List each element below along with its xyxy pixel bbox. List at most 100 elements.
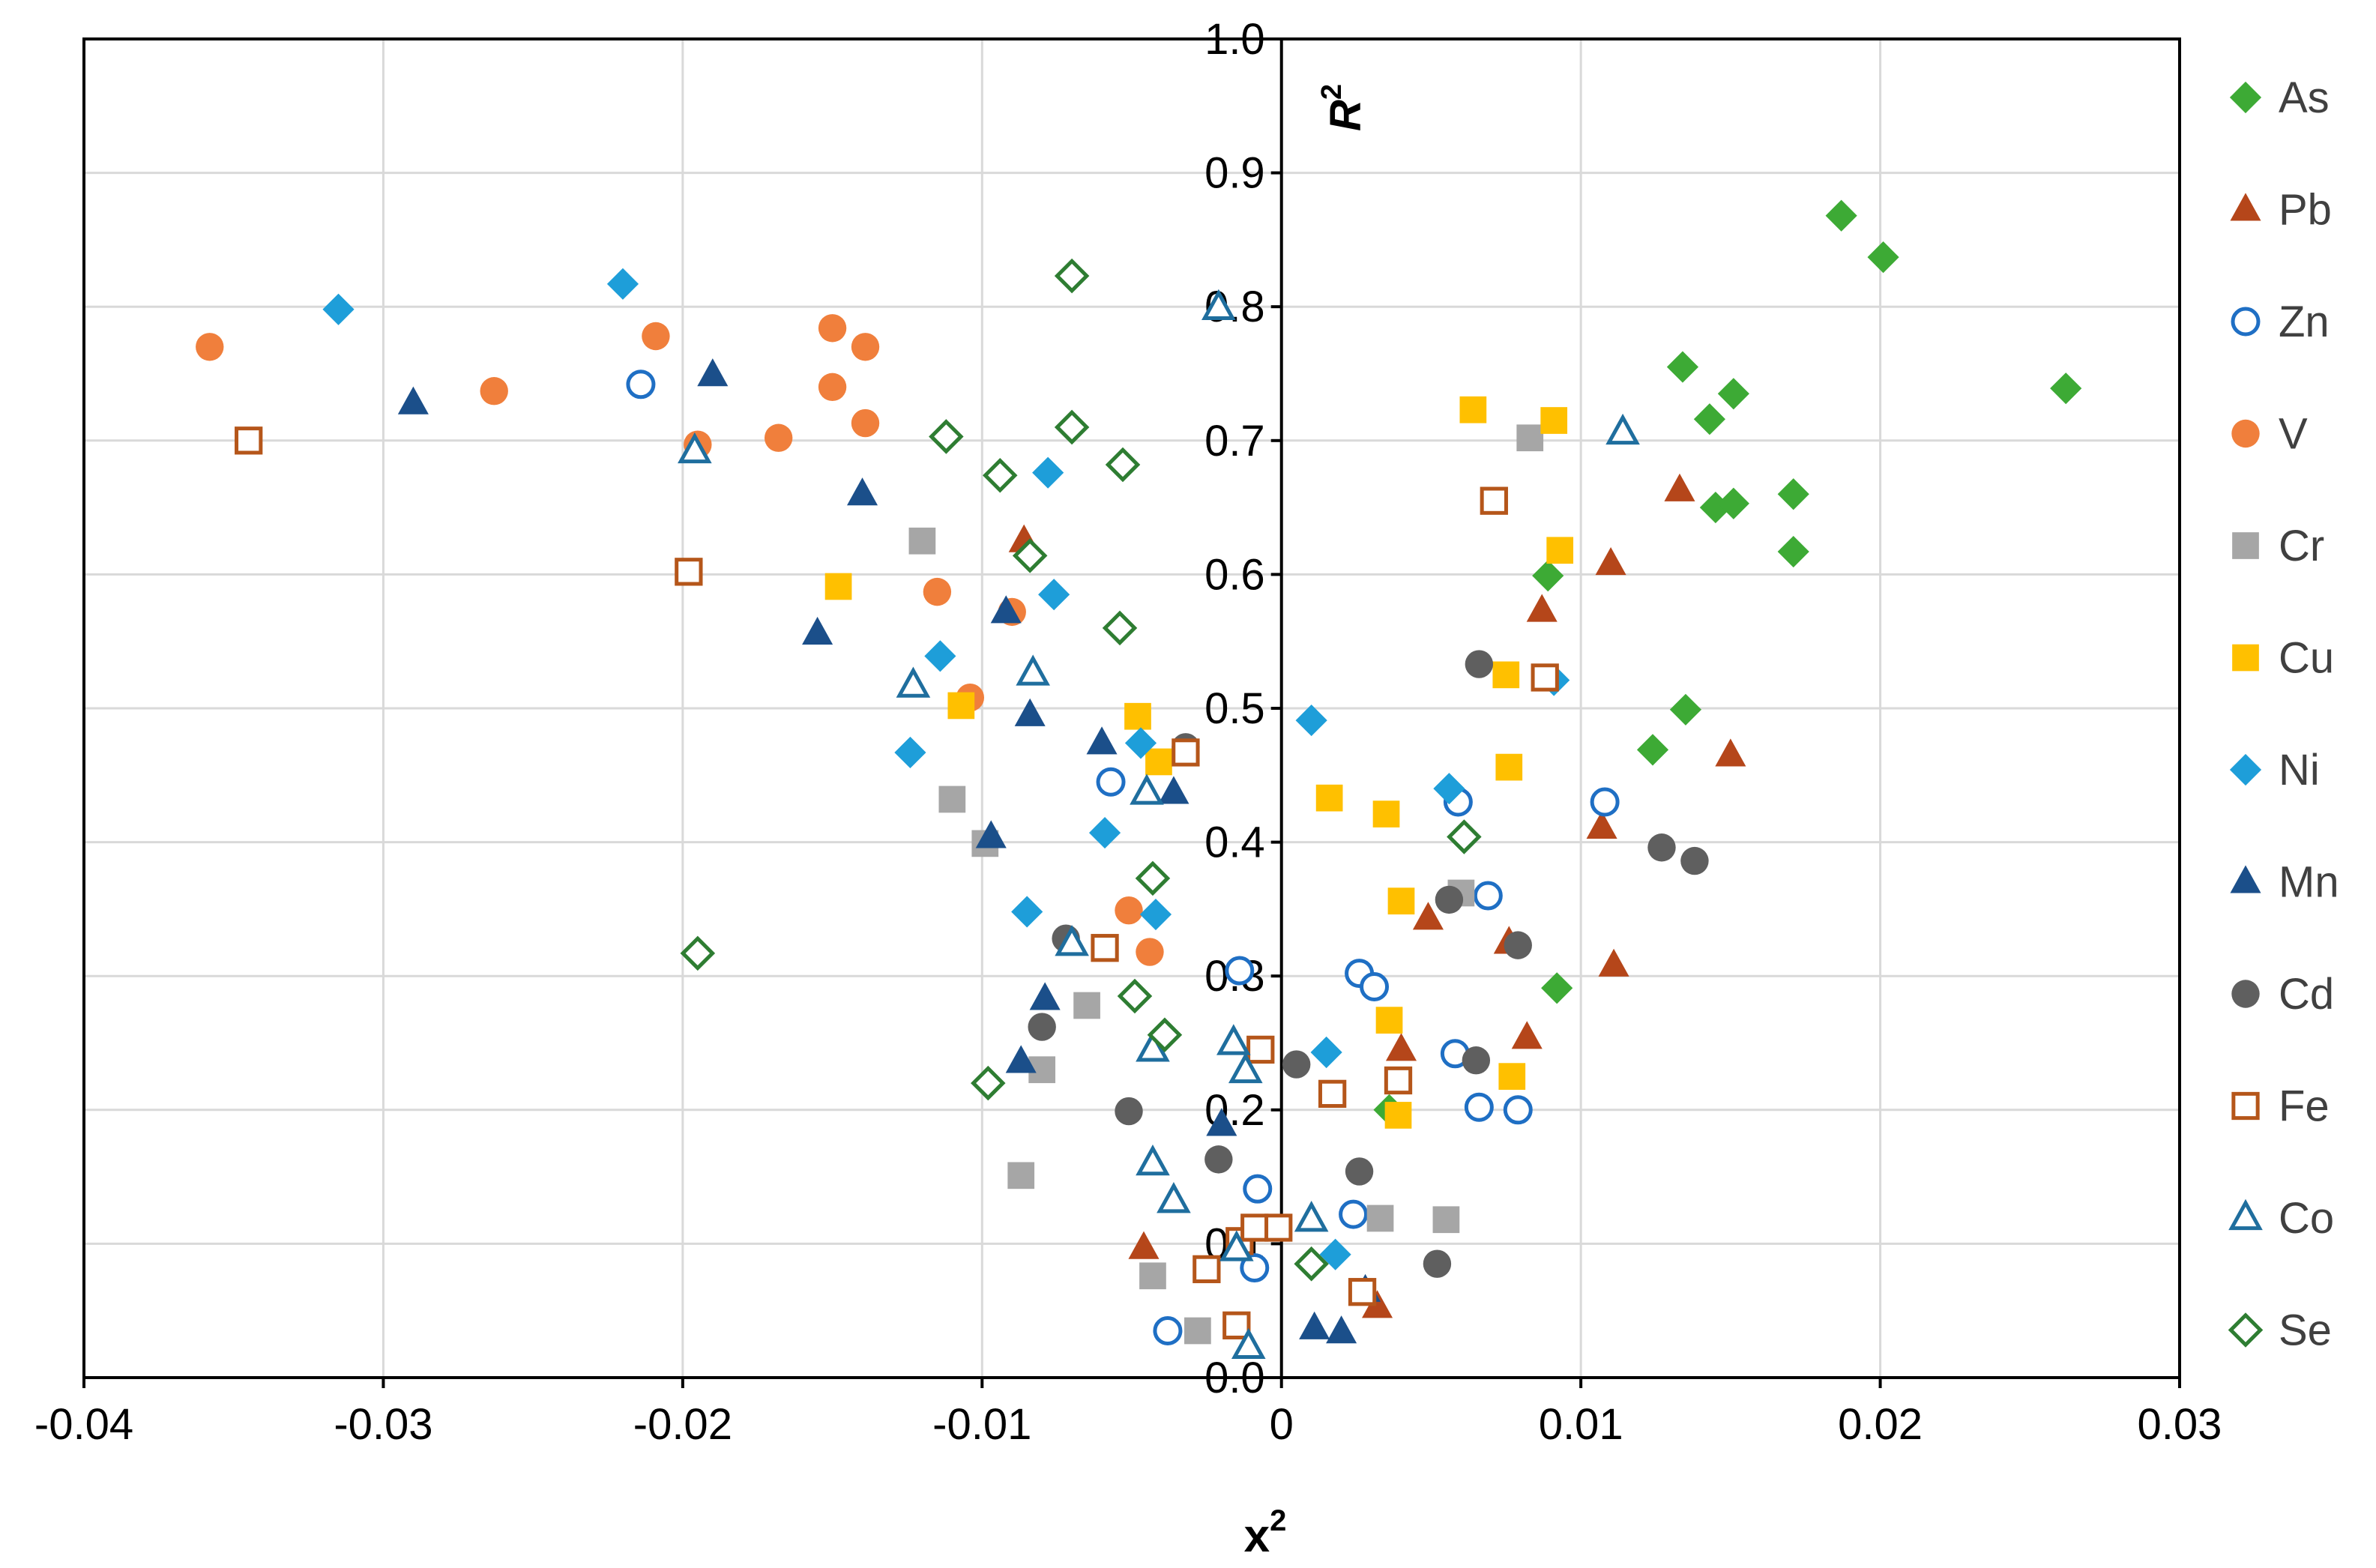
data-point-pb xyxy=(1595,546,1626,576)
legend-marker-fe xyxy=(2231,1091,2260,1121)
legend-label-cu: Cu xyxy=(2279,634,2334,683)
data-point-v xyxy=(818,314,847,343)
data-point-cd xyxy=(1028,1013,1056,1041)
series-ni xyxy=(322,268,1570,1270)
data-point-cr xyxy=(1007,1162,1035,1189)
data-point-as xyxy=(1777,535,1809,568)
legend-label-co: Co xyxy=(2279,1194,2334,1243)
data-point-co xyxy=(1016,654,1050,686)
x-tick-label: 0.01 xyxy=(1539,1400,1623,1449)
data-point-as xyxy=(2050,373,2082,405)
legend-item-pb: Pb xyxy=(2230,186,2332,235)
data-point-cd xyxy=(1204,1145,1233,1174)
data-point-as xyxy=(1717,378,1749,410)
legend-marker-cd xyxy=(2231,980,2260,1008)
data-point-fe xyxy=(1264,1213,1293,1242)
data-point-fe xyxy=(235,426,263,455)
data-point-v xyxy=(851,333,880,361)
data-point-as xyxy=(1825,199,1857,232)
data-point-cd xyxy=(1345,1157,1374,1186)
data-point-pb xyxy=(1598,948,1629,977)
legend-marker-as xyxy=(2229,81,2262,114)
legend-marker-v xyxy=(2231,419,2260,448)
data-point-zn xyxy=(1243,1174,1273,1204)
data-point-se xyxy=(1054,409,1090,445)
data-point-cu xyxy=(1384,1102,1412,1129)
data-point-as xyxy=(1666,351,1699,383)
axes xyxy=(82,37,2181,1388)
data-point-cu xyxy=(1315,784,1343,812)
data-point-cd xyxy=(1462,1046,1491,1075)
data-point-se xyxy=(1102,610,1138,646)
x-tick-label: -0.03 xyxy=(334,1400,432,1449)
data-point-cu xyxy=(1124,702,1151,730)
data-point-fe xyxy=(1222,1311,1251,1339)
data-point-se xyxy=(1294,1246,1329,1282)
data-point-mn xyxy=(975,820,1007,848)
data-point-cr xyxy=(1516,424,1544,452)
data-point-co xyxy=(1136,1145,1170,1176)
legend-marker-cu xyxy=(2232,644,2259,672)
legend-item-mn: Mn xyxy=(2230,858,2339,907)
data-point-co xyxy=(1157,1182,1191,1213)
data-point-ni xyxy=(894,736,926,769)
data-point-zn xyxy=(1360,971,1390,1001)
data-point-cd xyxy=(1423,1249,1452,1278)
data-point-as xyxy=(1717,487,1749,519)
x-axis-title-superscript: 2 xyxy=(1270,1504,1286,1537)
data-point-cu xyxy=(1546,537,1574,564)
data-point-ni xyxy=(1038,579,1070,611)
data-point-v xyxy=(1115,896,1143,925)
y-tick-label: 0.4 xyxy=(1204,818,1265,867)
data-point-fe xyxy=(1384,1066,1413,1095)
legend-label-se: Se xyxy=(2279,1306,2332,1355)
data-point-cr xyxy=(1073,992,1100,1019)
data-point-pb xyxy=(1511,1021,1543,1049)
legend-label-fe: Fe xyxy=(2279,1082,2330,1131)
legend-item-zn: Zn xyxy=(2231,298,2330,346)
data-point-se xyxy=(1135,860,1171,896)
legend-label-ni: Ni xyxy=(2279,746,2320,794)
data-point-cr xyxy=(1139,1262,1166,1290)
data-point-as xyxy=(1669,693,1702,726)
series-as xyxy=(1373,199,2082,1126)
data-point-cu xyxy=(1145,748,1172,776)
data-point-zn xyxy=(1464,1092,1494,1122)
data-point-cd xyxy=(1282,1050,1311,1079)
legend-marker-ni xyxy=(2229,753,2262,786)
data-point-mn xyxy=(1086,726,1118,755)
data-point-mn xyxy=(1326,1315,1357,1344)
data-point-ni xyxy=(1088,817,1121,849)
data-point-mn xyxy=(1158,776,1189,804)
legend-item-co: Co xyxy=(2228,1194,2334,1243)
data-point-zn xyxy=(1590,787,1620,817)
data-point-co xyxy=(1055,925,1089,956)
data-point-ni xyxy=(1319,1238,1351,1270)
y-tick-label: 0.7 xyxy=(1204,417,1265,465)
series-zn xyxy=(626,370,1620,1345)
data-point-pb xyxy=(1586,810,1617,839)
x-tick-label: 0.03 xyxy=(2138,1400,2222,1449)
data-point-pb xyxy=(1385,1033,1417,1061)
data-point-zn xyxy=(1503,1095,1533,1125)
data-point-v xyxy=(642,322,670,351)
data-point-ni xyxy=(1139,898,1172,931)
legend-marker-mn xyxy=(2230,865,2261,893)
data-point-se xyxy=(1117,978,1153,1014)
data-point-v xyxy=(851,408,880,438)
data-point-cu xyxy=(1387,887,1415,915)
y-axis-title-superscript: 2 xyxy=(1316,84,1348,100)
data-point-fe xyxy=(1240,1213,1269,1242)
data-point-pb xyxy=(1664,473,1695,501)
data-point-ni xyxy=(606,268,639,300)
data-point-ni xyxy=(322,293,355,325)
y-axis-title-base: R xyxy=(1321,100,1370,131)
data-point-fe xyxy=(1091,934,1119,962)
data-point-pb xyxy=(1526,594,1558,622)
data-point-as xyxy=(1777,478,1809,510)
legend-item-fe: Fe xyxy=(2231,1082,2330,1131)
legend-item-as: As xyxy=(2229,73,2330,122)
y-tick-label: 0.5 xyxy=(1204,684,1265,733)
data-point-v xyxy=(480,377,508,405)
